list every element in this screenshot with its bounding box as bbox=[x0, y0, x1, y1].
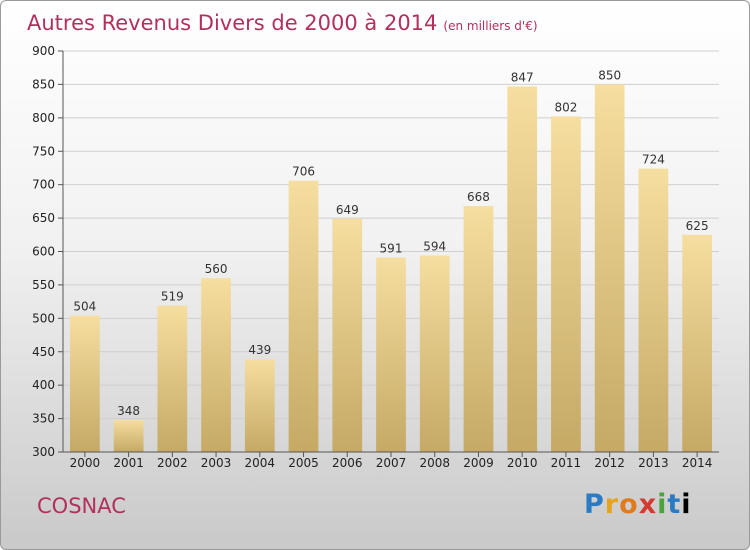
y-tick-label: 450 bbox=[32, 345, 55, 359]
proxiti-logo[interactable]: Proxiti bbox=[584, 489, 692, 520]
x-tick-label: 2012 bbox=[594, 456, 625, 470]
x-tick-label: 2011 bbox=[551, 456, 582, 470]
x-tick-label: 2009 bbox=[463, 456, 494, 470]
y-tick-label: 700 bbox=[32, 178, 55, 192]
x-tick-label: 2005 bbox=[288, 456, 319, 470]
bar-2009 bbox=[463, 206, 494, 452]
y-tick-label: 800 bbox=[32, 111, 55, 125]
bar-value-label: 560 bbox=[205, 262, 228, 276]
x-tick-label: 2004 bbox=[245, 456, 276, 470]
bar-value-label: 591 bbox=[380, 242, 403, 256]
x-tick-label: 2013 bbox=[638, 456, 669, 470]
x-tick-label: 2014 bbox=[682, 456, 713, 470]
chart-title-text: Autres Revenus Divers de 2000 à 2014 bbox=[27, 11, 438, 35]
bar-2006 bbox=[332, 218, 363, 452]
bar-value-label: 724 bbox=[642, 153, 665, 167]
bar-2003 bbox=[201, 278, 231, 452]
chart-title: Autres Revenus Divers de 2000 à 2014 (en … bbox=[27, 11, 538, 35]
x-tick-label: 2000 bbox=[70, 456, 101, 470]
bar-value-label: 594 bbox=[423, 240, 446, 254]
y-tick-label: 500 bbox=[32, 311, 55, 325]
x-tick-label: 2008 bbox=[419, 456, 450, 470]
bar-value-label: 625 bbox=[686, 219, 709, 233]
bar-value-label: 668 bbox=[467, 190, 490, 204]
y-tick-label: 550 bbox=[32, 278, 55, 292]
bar-value-label: 519 bbox=[161, 290, 184, 304]
y-tick-label: 400 bbox=[32, 378, 55, 392]
bar-value-label: 348 bbox=[117, 404, 140, 418]
y-tick-label: 600 bbox=[32, 245, 55, 259]
x-tick-label: 2006 bbox=[332, 456, 363, 470]
y-tick-label: 350 bbox=[32, 412, 55, 426]
bar-value-label: 802 bbox=[554, 100, 577, 114]
chart-unit: (en milliers d'€) bbox=[443, 19, 538, 33]
bar-2007 bbox=[376, 257, 406, 452]
bar-2000 bbox=[69, 315, 100, 452]
y-tick-label: 850 bbox=[32, 77, 55, 91]
bar-layer: 504 348 519 560 439 706 649 591 594 668 847 802 850 7… bbox=[69, 68, 713, 453]
x-tick-label: 2010 bbox=[507, 456, 538, 470]
bar-value-label: 504 bbox=[73, 300, 96, 314]
bar-2001 bbox=[113, 419, 144, 452]
bar-value-label: 706 bbox=[292, 165, 315, 179]
y-tick-label: 750 bbox=[32, 144, 55, 158]
bar-2010 bbox=[507, 86, 538, 453]
x-tick-label: 2007 bbox=[376, 456, 407, 470]
y-tick-label: 650 bbox=[32, 211, 55, 225]
bar-2013 bbox=[638, 168, 669, 453]
bar-2008 bbox=[419, 255, 450, 452]
bar-value-label: 649 bbox=[336, 203, 359, 217]
bar-2005 bbox=[288, 180, 319, 452]
x-tick-label: 2003 bbox=[201, 456, 232, 470]
axis-layer: 300 350 400 450 500 550 600 650 700 750 800 850 900 2… bbox=[32, 44, 719, 470]
y-tick-label: 300 bbox=[32, 445, 55, 459]
x-tick-label: 2001 bbox=[113, 456, 144, 470]
bar-2004 bbox=[244, 359, 275, 452]
bar-2014 bbox=[682, 234, 713, 452]
bar-value-label: 439 bbox=[248, 343, 271, 357]
y-tick-label: 900 bbox=[32, 44, 55, 58]
bar-value-label: 847 bbox=[511, 70, 534, 84]
city-name: COSNAC bbox=[37, 494, 126, 518]
bar-value-label: 850 bbox=[598, 68, 621, 82]
bar-2012 bbox=[594, 84, 625, 453]
bar-2011 bbox=[551, 116, 581, 452]
x-tick-label: 2002 bbox=[157, 456, 188, 470]
bar-2002 bbox=[157, 305, 188, 452]
